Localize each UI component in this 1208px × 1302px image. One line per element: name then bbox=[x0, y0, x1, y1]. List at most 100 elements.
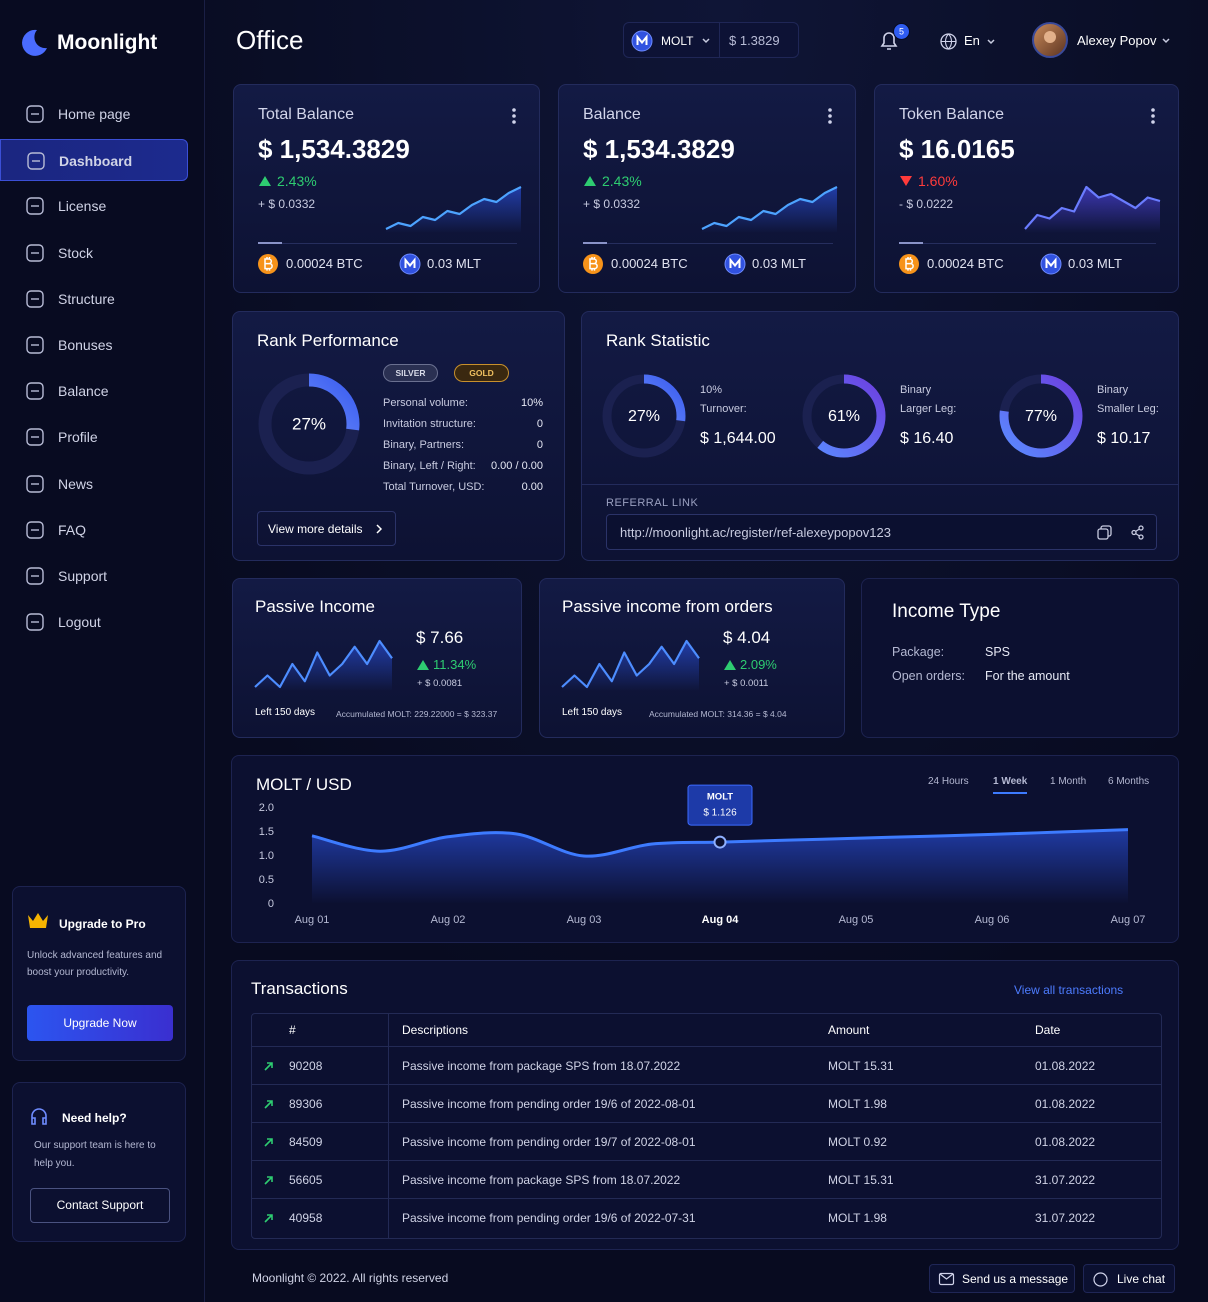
rank-performance-card: Rank Performance 27% SILVER GOLD Personal vo… bbox=[232, 311, 565, 561]
coin bbox=[899, 254, 919, 274]
change-delta: + $ 0.0011 bbox=[724, 678, 769, 689]
coin bbox=[258, 254, 278, 274]
brand: Moonlight bbox=[57, 31, 158, 54]
nav-item[interactable]: Logout bbox=[0, 601, 188, 643]
chevron bbox=[376, 524, 383, 534]
menu-button[interactable] bbox=[1150, 107, 1156, 125]
nav-icon bbox=[27, 152, 45, 170]
change: 2.09% bbox=[740, 657, 777, 672]
referral-input[interactable]: http://moonlight.ac/register/ref-alexeyp… bbox=[606, 514, 1157, 550]
nav-item[interactable]: Stock bbox=[0, 232, 188, 274]
page-title: Office bbox=[236, 25, 304, 55]
income-amount: $ 7.66 bbox=[416, 628, 464, 647]
triangle bbox=[724, 660, 736, 670]
user-menu[interactable]: Alexey Popov bbox=[1032, 22, 1177, 58]
card-title: Total Balance bbox=[258, 106, 355, 123]
nav-icon bbox=[26, 382, 44, 400]
triangle bbox=[900, 176, 912, 186]
share-icon[interactable] bbox=[1130, 525, 1145, 540]
language-selector[interactable]: En bbox=[940, 31, 1000, 51]
details-button[interactable]: View more details bbox=[257, 511, 396, 546]
view-all-link[interactable]: View all transactions bbox=[1014, 983, 1124, 997]
card-title: Rank Statistic bbox=[606, 331, 710, 350]
chevron-icon bbox=[702, 38, 710, 44]
dot bbox=[512, 120, 516, 124]
nav-item[interactable]: FAQ bbox=[0, 509, 188, 551]
triangle bbox=[584, 176, 596, 186]
logo-icon bbox=[22, 29, 47, 56]
up-arrow bbox=[584, 176, 596, 186]
share-node bbox=[1138, 534, 1144, 540]
donut-arc bbox=[258, 373, 360, 475]
range-tab[interactable]: 24 Hours bbox=[928, 776, 969, 787]
upgrade-button[interactable]: Upgrade Now bbox=[27, 1005, 173, 1041]
icon-shape bbox=[26, 428, 44, 447]
upgrade-box: Upgrade to Pro Unlock advanced features a… bbox=[12, 886, 186, 1061]
stat-value: 0 bbox=[536, 439, 543, 451]
nav-item[interactable]: License bbox=[0, 185, 188, 227]
language: En bbox=[964, 33, 980, 48]
nav-item[interactable]: Bonuses bbox=[0, 324, 188, 366]
dot bbox=[1151, 120, 1155, 124]
chat-icon bbox=[1093, 1272, 1108, 1287]
token-selector[interactable]: MOLT $ 1.3829 bbox=[623, 22, 799, 58]
range-tab[interactable]: 1 Month bbox=[1050, 776, 1087, 787]
stat-label: Invitation structure: bbox=[383, 418, 476, 430]
sparkline-area bbox=[702, 187, 837, 233]
button-label: Send us a message bbox=[962, 1272, 1069, 1286]
nav-icon bbox=[26, 336, 44, 354]
divider bbox=[583, 243, 833, 244]
range-tab[interactable]: 1 Week bbox=[993, 776, 1028, 794]
stat-subcaption: Turnover: bbox=[700, 403, 747, 415]
chevron bbox=[1162, 38, 1170, 44]
divider bbox=[258, 243, 517, 244]
y-tick-label: 0 bbox=[268, 898, 274, 910]
contact-button[interactable]: Contact Support bbox=[30, 1188, 170, 1223]
btc-amount: 0.00024 BTC bbox=[286, 256, 363, 271]
stat-label: Binary, Partners: bbox=[383, 439, 465, 451]
menu-button[interactable] bbox=[511, 107, 517, 125]
stat-value: 0.00 / 0.00 bbox=[491, 460, 543, 472]
bell-icon[interactable] bbox=[878, 30, 900, 52]
badge-count: 5 bbox=[899, 26, 904, 36]
stat-subcaption: Smaller Leg: bbox=[1097, 403, 1159, 415]
x-tick-label: Aug 03 bbox=[567, 914, 602, 926]
days-left: Left 150 days bbox=[255, 707, 316, 718]
transaction-row: 40958 Passive income from pending order 1… bbox=[252, 1198, 1161, 1237]
nav-item[interactable]: Structure bbox=[0, 278, 188, 320]
nav-item[interactable]: Profile bbox=[0, 416, 188, 458]
arrow bbox=[264, 1214, 273, 1223]
nav-label: Bonuses bbox=[58, 337, 113, 353]
mlt-coin bbox=[631, 30, 653, 52]
chat-button[interactable]: Live chat bbox=[1083, 1264, 1175, 1293]
nav-label: Profile bbox=[58, 429, 98, 446]
income-label: Open orders: bbox=[892, 669, 965, 683]
passive-income-card: Passive Income $ 7.66 11.34% + $ 0.0081 Left… bbox=[232, 578, 522, 738]
btc-amount: 0.00024 BTC bbox=[927, 256, 1004, 271]
copy-front bbox=[1097, 528, 1109, 540]
nav-item[interactable]: Balance bbox=[0, 370, 188, 412]
range-tab[interactable]: 6 Months bbox=[1108, 776, 1150, 787]
arrow bbox=[264, 1100, 273, 1109]
nav-label: FAQ bbox=[58, 521, 87, 538]
cell: 40958 bbox=[289, 1211, 323, 1225]
stat-value: 10% bbox=[520, 397, 543, 409]
globe-icon bbox=[940, 33, 957, 50]
upgrade-title: Upgrade to Pro bbox=[59, 917, 146, 931]
change: 2.43% bbox=[277, 173, 317, 189]
message-button[interactable]: Send us a message bbox=[929, 1264, 1075, 1293]
menu-button[interactable] bbox=[827, 107, 833, 125]
y-tick-label: 1.0 bbox=[259, 850, 274, 862]
nav-label: Balance bbox=[58, 383, 109, 400]
chevron-icon bbox=[376, 524, 383, 534]
nav-item[interactable]: Support bbox=[0, 555, 188, 597]
arrow bbox=[264, 1176, 273, 1185]
nav-item[interactable]: Dashboard bbox=[0, 139, 188, 182]
button-label: View more details bbox=[268, 522, 363, 536]
nav-item[interactable]: News bbox=[0, 463, 188, 505]
avatar-face bbox=[1044, 31, 1056, 43]
nav-item[interactable]: Home page bbox=[0, 93, 188, 135]
copy-icon[interactable] bbox=[1097, 525, 1112, 540]
cell: Passive income from pending order 19/6 o… bbox=[402, 1097, 696, 1111]
